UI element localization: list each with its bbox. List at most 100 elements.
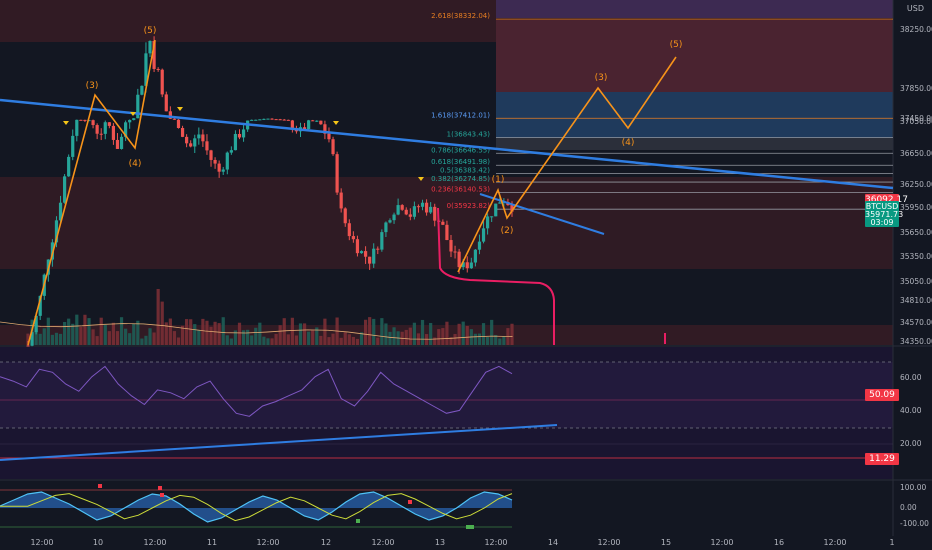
volume-bar	[490, 319, 494, 345]
candle-body	[213, 159, 217, 164]
wave-label: (4)	[622, 138, 635, 148]
candle-body	[368, 256, 372, 264]
osc-signal-dot	[158, 486, 162, 490]
candle-body	[103, 122, 107, 134]
projection-top	[496, 0, 893, 18]
volume-bar	[290, 317, 294, 345]
volume-bar	[302, 323, 307, 345]
candle-body	[469, 262, 473, 269]
wave-label: (4)	[129, 159, 142, 169]
volume-bar	[180, 325, 185, 345]
volume-bar	[205, 320, 209, 345]
candle-body	[429, 206, 433, 213]
volume-bar	[274, 333, 278, 345]
candle-body	[107, 122, 111, 126]
candle-body	[420, 202, 425, 207]
candle-body	[282, 119, 286, 121]
countdown-label: 03:09	[870, 218, 894, 227]
volume-bar	[209, 326, 213, 345]
candle-body	[392, 214, 396, 221]
time-tick: 13	[435, 538, 445, 547]
candle-body	[416, 206, 421, 208]
candle-body	[254, 119, 258, 121]
volume-bar	[449, 337, 453, 345]
volume-bar	[83, 314, 87, 345]
volume-bar	[213, 321, 217, 345]
volume-bar	[331, 333, 335, 345]
candle-body	[144, 53, 148, 86]
volume-bar	[351, 336, 355, 345]
volume-bar	[323, 318, 327, 345]
candle-body	[380, 232, 384, 250]
candle-body	[54, 220, 59, 243]
price-tick: 36650.00	[900, 149, 932, 158]
osc-area	[0, 492, 512, 522]
candle-body	[30, 332, 34, 346]
candle-body	[335, 154, 339, 193]
wave-label: (2)	[501, 226, 514, 236]
volume-bar	[461, 321, 465, 345]
candle-body	[83, 119, 87, 121]
volume-bar	[42, 328, 46, 345]
volume-bar	[327, 337, 331, 345]
candle-body	[115, 139, 120, 149]
volume-bar	[347, 334, 351, 345]
candle-body	[355, 239, 360, 254]
candle-body	[176, 119, 181, 128]
wave-path-right	[457, 56, 677, 273]
pivot-marker	[333, 121, 339, 125]
volume-bar	[87, 318, 91, 345]
volume-bar	[307, 331, 311, 345]
time-tick: 10	[93, 538, 103, 547]
volume-bar	[437, 329, 441, 345]
fib-level-label: 1.618(37412.01)	[431, 111, 490, 119]
time-tick: 11	[207, 538, 217, 547]
volume-bar	[473, 333, 477, 345]
candle-body	[58, 202, 63, 221]
volume-bar	[315, 327, 319, 345]
volume-bar	[376, 337, 380, 345]
volume-bar	[481, 323, 486, 345]
candle-body	[453, 251, 457, 253]
candle-body	[91, 120, 95, 126]
osc-signal-dot	[160, 493, 164, 497]
volume-bar	[111, 322, 116, 345]
time-tick: 12:00	[710, 538, 733, 547]
volume-bar	[433, 337, 437, 345]
wave-label: (3)	[595, 73, 608, 83]
volume-bar	[258, 322, 262, 345]
candle-body	[441, 221, 445, 225]
volume-bar	[250, 335, 254, 345]
candle-body	[477, 241, 482, 250]
candle-body	[258, 119, 262, 121]
osc-signal-dot	[356, 519, 360, 523]
candle-body	[372, 248, 376, 264]
last-price-value: 35971.73	[865, 210, 904, 219]
symbol-label: BTCUSD	[865, 202, 899, 211]
volume-bar	[339, 337, 343, 345]
price-tick: 38250.00	[900, 25, 932, 34]
candle-body	[172, 118, 177, 120]
fib-level-label: 0.618(36491.98)	[431, 158, 490, 166]
candle-body	[315, 120, 319, 122]
candle-body	[286, 119, 290, 121]
volume-bar	[319, 335, 323, 345]
candle-body	[111, 125, 116, 140]
candle-body	[140, 85, 144, 95]
volume-bar	[412, 322, 416, 345]
osc-signal-dot	[408, 500, 412, 504]
volume-bar	[298, 323, 303, 345]
time-tick: 16	[774, 538, 784, 547]
wave-path-left	[27, 39, 156, 346]
volume-bar	[372, 318, 376, 345]
volume-bar	[246, 329, 250, 345]
volume-bar	[266, 338, 270, 345]
pivot-marker	[63, 121, 69, 125]
volume-bar	[46, 317, 50, 345]
rsi-band	[0, 362, 893, 428]
rsi-line	[0, 365, 513, 417]
candle-body	[408, 214, 412, 217]
volume-bar	[217, 323, 221, 345]
candle-body	[457, 251, 461, 268]
